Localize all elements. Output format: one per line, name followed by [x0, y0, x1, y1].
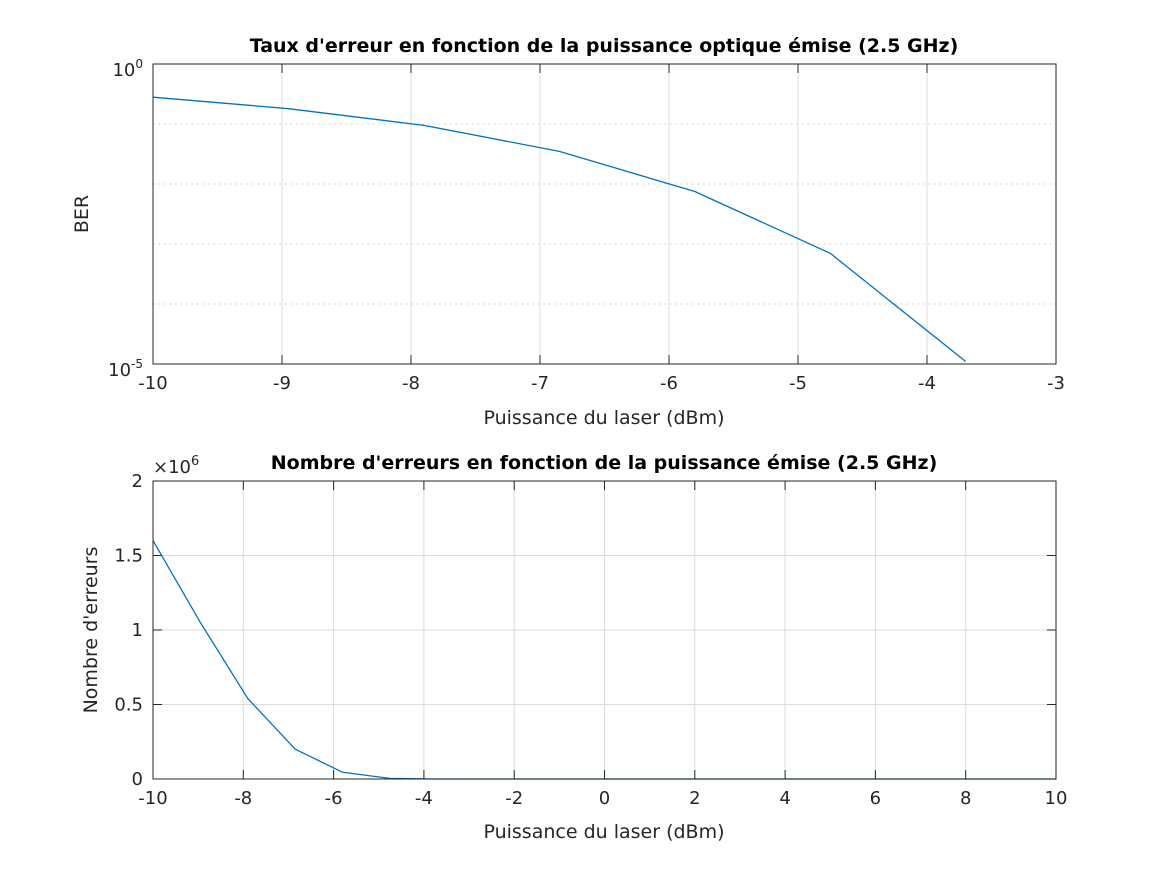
ber-grid — [153, 64, 1056, 364]
x-tick-label: 10 — [1045, 788, 1068, 809]
errors-x-axis-label: Puissance du laser (dBm) — [483, 821, 724, 843]
x-tick-label: 0 — [599, 788, 610, 809]
x-tick-label: -3 — [1047, 373, 1065, 394]
x-tick-label: -4 — [415, 788, 433, 809]
series-line — [152, 96, 967, 363]
y-tick-label: 2 — [132, 471, 143, 492]
errors-x-tick-labels: -10 -8 -6 -4 -2 0 2 4 6 8 10 — [138, 788, 1067, 809]
x-tick-label: 4 — [779, 788, 790, 809]
errors-y-axis-label: Nombre d'erreurs — [80, 547, 102, 714]
x-tick-label: -8 — [402, 373, 420, 394]
errors-grid — [153, 481, 1056, 779]
ber-subplot: -10 -9 -8 -7 -6 -5 -4 -3 100 10-5 Taux d'erreur… — [71, 35, 1065, 429]
ber-y-tick-label-bottom: 10-5 — [108, 357, 143, 381]
errors-chart-title: Nombre d'erreurs en fonction de la puiss… — [271, 452, 938, 474]
y-tick-label: 1 — [132, 620, 143, 641]
x-tick-label: 8 — [960, 788, 971, 809]
x-tick-label: -10 — [138, 373, 167, 394]
y-tick-label: 0 — [132, 769, 143, 790]
x-tick-label: -7 — [531, 373, 549, 394]
errors-subplot: -10 -8 -6 -4 -2 0 2 4 6 8 10 0 0.5 1 1.5 2 ×106 Nombre… — [80, 452, 1067, 843]
x-tick-label: -10 — [138, 788, 167, 809]
ber-x-axis-label: Puissance du laser (dBm) — [483, 407, 724, 429]
ber-axes-box — [152, 63, 1057, 365]
errors-y-tick-labels: 0 0.5 1 1.5 2 — [114, 471, 143, 790]
errors-y-exponent-label: ×106 — [153, 454, 199, 478]
ber-y-tick-label-top: 100 — [112, 57, 143, 81]
x-tick-label: 6 — [870, 788, 881, 809]
x-tick-label: -6 — [660, 373, 678, 394]
x-tick-label: -2 — [505, 788, 523, 809]
ber-y-axis-label: BER — [71, 195, 93, 233]
errors-axes-box — [152, 480, 1057, 780]
x-tick-label: -4 — [918, 373, 936, 394]
y-tick-label: 1.5 — [114, 546, 143, 567]
ber-chart-title: Taux d'erreur en fonction de la puissanc… — [250, 35, 959, 57]
ber-x-tick-labels: -10 -9 -8 -7 -6 -5 -4 -3 — [138, 373, 1065, 394]
x-tick-label: -5 — [789, 373, 807, 394]
x-tick-label: -9 — [273, 373, 291, 394]
x-tick-label: 2 — [689, 788, 700, 809]
ber-series — [152, 96, 967, 363]
x-tick-label: -6 — [325, 788, 343, 809]
y-tick-label: 0.5 — [114, 695, 143, 716]
x-tick-label: -8 — [234, 788, 252, 809]
